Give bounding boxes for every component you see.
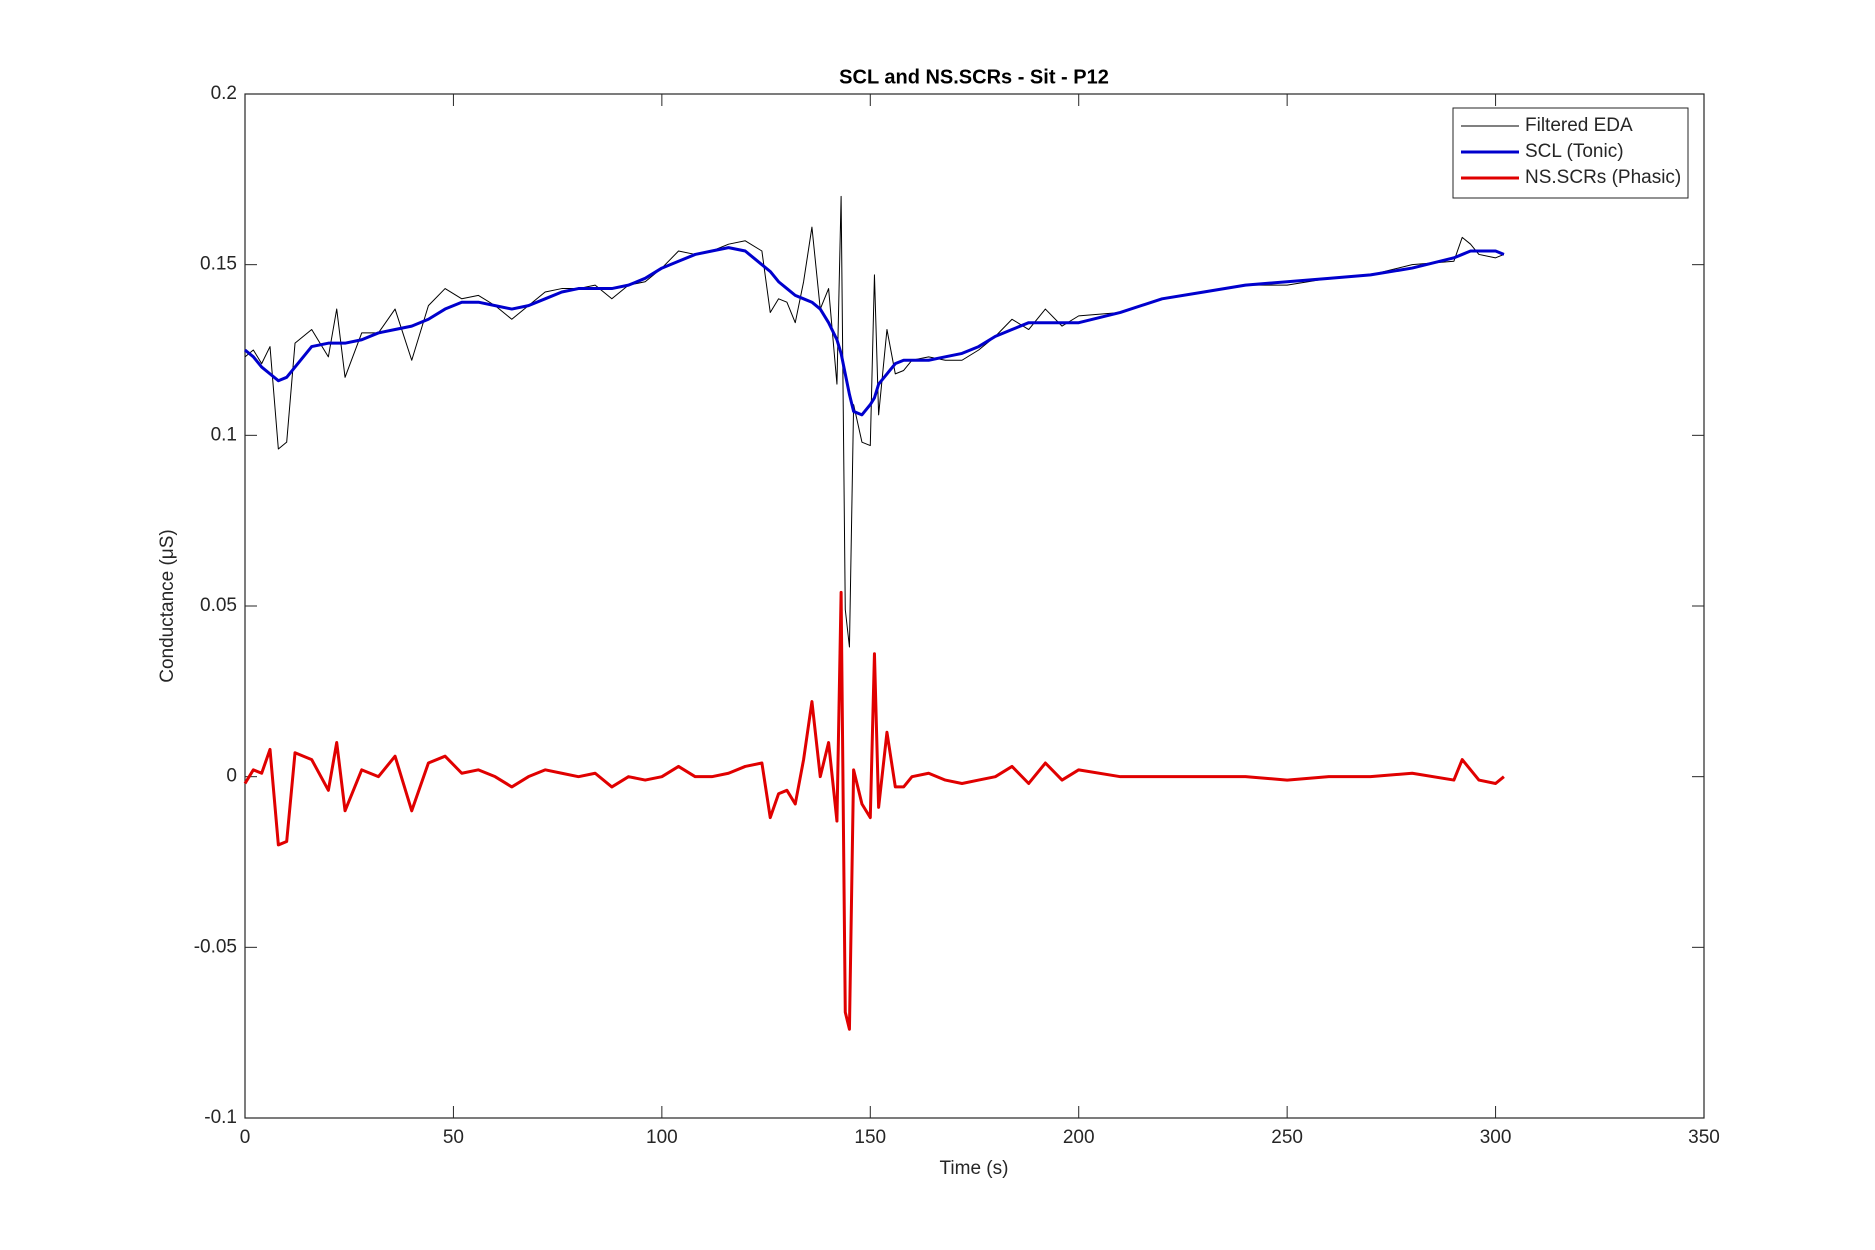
y-tick-label: 0.2 — [211, 83, 237, 104]
y-tick-label: -0.1 — [204, 1107, 237, 1128]
y-tick-label: 0.15 — [200, 254, 237, 275]
y-tick-label: -0.05 — [194, 936, 237, 957]
plot-area — [244, 93, 1705, 1119]
x-tick-label: 300 — [1480, 1127, 1512, 1148]
legend-label: Filtered EDA — [1525, 115, 1633, 136]
x-axis-label: Time (s) — [940, 1158, 1009, 1179]
series-line — [243, 590, 1505, 1031]
x-tick-label: 100 — [646, 1127, 678, 1148]
x-tick-label: 50 — [443, 1127, 464, 1148]
x-tick-label: 200 — [1063, 1127, 1095, 1148]
y-tick-label: 0.1 — [211, 424, 237, 445]
legend-label: NS.SCRs (Phasic) — [1525, 167, 1681, 188]
series-line — [244, 246, 1505, 417]
legend-label: SCL (Tonic) — [1525, 141, 1624, 162]
y-tick-label: 0.05 — [200, 595, 237, 616]
x-tick-label: 150 — [854, 1127, 886, 1148]
y-axis-label: Conductance (μS) — [157, 529, 178, 683]
x-tick-label: 0 — [240, 1127, 251, 1148]
x-tick-label: 250 — [1271, 1127, 1303, 1148]
series-line — [244, 195, 1505, 648]
x-tick-label: 350 — [1688, 1127, 1720, 1148]
chart-title: SCL and NS.SCRs - Sit - P12 — [839, 66, 1109, 88]
y-tick-label: 0 — [226, 766, 237, 787]
